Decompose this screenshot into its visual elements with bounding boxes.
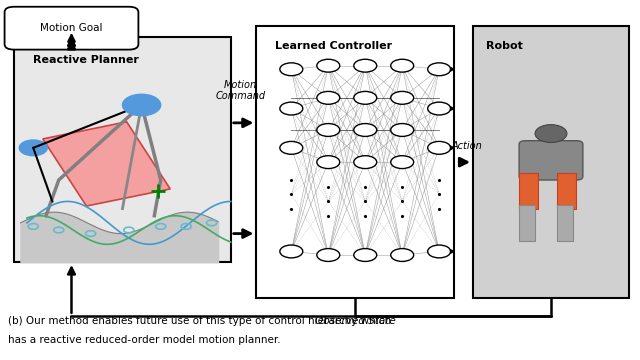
FancyBboxPatch shape [4, 7, 138, 50]
Circle shape [391, 249, 413, 261]
FancyBboxPatch shape [14, 37, 231, 262]
Circle shape [391, 156, 413, 168]
Text: Motion
Command: Motion Command [215, 80, 266, 102]
Text: Robot: Robot [486, 41, 522, 51]
Circle shape [428, 141, 451, 154]
Circle shape [428, 63, 451, 76]
Text: Learned Controller: Learned Controller [275, 41, 392, 51]
Circle shape [317, 249, 340, 261]
Circle shape [280, 63, 303, 76]
Circle shape [19, 140, 47, 156]
Text: Observed State: Observed State [315, 316, 396, 326]
Circle shape [391, 123, 413, 136]
Circle shape [280, 245, 303, 258]
FancyBboxPatch shape [519, 205, 535, 241]
Circle shape [354, 59, 377, 72]
Text: (b) Our method enables future use of this type of control hierarchy which: (b) Our method enables future use of thi… [8, 316, 391, 326]
Circle shape [122, 94, 161, 116]
Circle shape [391, 91, 413, 104]
FancyBboxPatch shape [473, 26, 629, 298]
Circle shape [535, 125, 567, 143]
FancyBboxPatch shape [557, 173, 577, 208]
Text: Reactive Planner: Reactive Planner [33, 55, 139, 65]
Text: has a reactive reduced-order model motion planner.: has a reactive reduced-order model motio… [8, 336, 280, 345]
Polygon shape [43, 122, 170, 206]
FancyBboxPatch shape [519, 173, 538, 208]
Circle shape [317, 123, 340, 136]
Circle shape [317, 91, 340, 104]
FancyBboxPatch shape [519, 141, 583, 180]
Circle shape [317, 59, 340, 72]
Circle shape [280, 141, 303, 154]
Text: Motion Goal: Motion Goal [40, 23, 103, 33]
Circle shape [354, 123, 377, 136]
FancyBboxPatch shape [256, 26, 454, 298]
Circle shape [317, 156, 340, 168]
Circle shape [280, 102, 303, 115]
Circle shape [354, 91, 377, 104]
FancyBboxPatch shape [557, 205, 573, 241]
Circle shape [354, 156, 377, 168]
Circle shape [428, 102, 451, 115]
Circle shape [391, 59, 413, 72]
Text: Action: Action [451, 141, 482, 152]
Circle shape [354, 249, 377, 261]
Circle shape [428, 245, 451, 258]
